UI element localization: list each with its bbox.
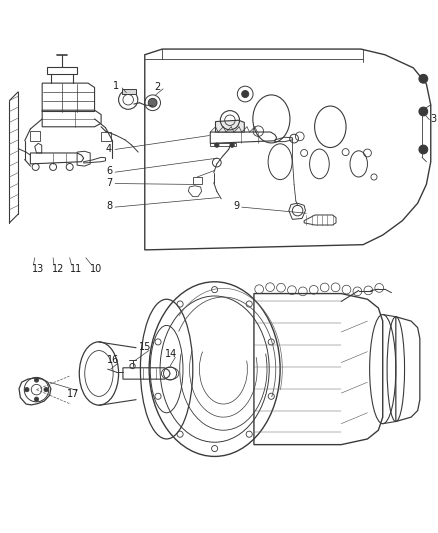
Text: 2: 2 bbox=[155, 83, 161, 93]
Text: 12: 12 bbox=[52, 264, 64, 273]
Text: 7: 7 bbox=[106, 177, 112, 188]
Circle shape bbox=[148, 99, 157, 107]
Circle shape bbox=[215, 143, 219, 147]
Text: 11: 11 bbox=[70, 264, 82, 273]
Polygon shape bbox=[215, 120, 244, 132]
Circle shape bbox=[44, 387, 48, 392]
Text: 13: 13 bbox=[32, 264, 44, 273]
Text: 16: 16 bbox=[107, 356, 120, 365]
Text: 15: 15 bbox=[138, 342, 151, 352]
Circle shape bbox=[25, 387, 29, 392]
Circle shape bbox=[242, 91, 249, 98]
Text: 4: 4 bbox=[106, 143, 112, 154]
Text: 8: 8 bbox=[106, 201, 112, 211]
Circle shape bbox=[34, 378, 39, 382]
Polygon shape bbox=[122, 89, 136, 94]
Text: 17: 17 bbox=[67, 389, 79, 399]
Circle shape bbox=[230, 143, 234, 147]
Circle shape bbox=[419, 107, 427, 116]
Circle shape bbox=[419, 145, 427, 154]
Text: 10: 10 bbox=[90, 264, 102, 273]
Text: 14: 14 bbox=[165, 349, 177, 359]
Circle shape bbox=[34, 397, 39, 401]
Text: 3: 3 bbox=[430, 114, 436, 124]
Circle shape bbox=[419, 75, 427, 83]
Text: 1: 1 bbox=[113, 81, 120, 91]
Text: 9: 9 bbox=[233, 201, 240, 211]
Text: 6: 6 bbox=[106, 166, 112, 176]
